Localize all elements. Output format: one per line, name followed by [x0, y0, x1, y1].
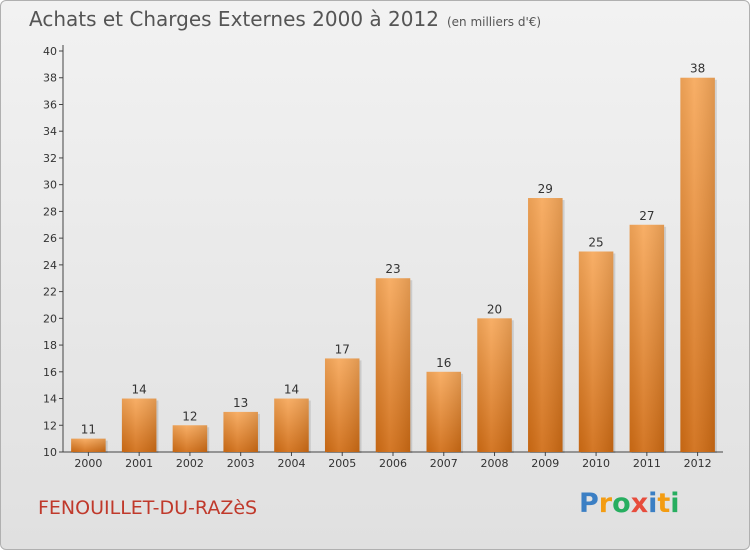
brand-letter: r: [598, 488, 613, 519]
y-tick-label: 32: [43, 152, 57, 165]
bar-shade: [172, 425, 208, 452]
y-tick-label: 14: [43, 393, 57, 406]
bar-shade: [274, 398, 309, 452]
bar-shade: [324, 358, 360, 452]
brand-letter: x: [630, 488, 649, 519]
y-tick-label: 26: [43, 232, 57, 245]
x-tick-label: 2008: [481, 457, 509, 470]
x-tick-label: 2002: [176, 457, 204, 470]
x-tick-label: 2004: [277, 457, 305, 470]
bar-shade: [629, 224, 665, 452]
y-tick-label: 10: [43, 446, 57, 459]
y-tick-label: 12: [43, 419, 57, 432]
data-label: 12: [182, 409, 197, 423]
chart-subtitle: (en milliers d'€): [446, 15, 542, 29]
data-label: 13: [233, 396, 248, 410]
x-tick-label: 2006: [379, 457, 407, 470]
data-label: 27: [639, 209, 654, 223]
y-tick-label: 38: [43, 72, 57, 85]
x-tick-label: 2001: [125, 457, 153, 470]
x-tick-label: 2005: [328, 457, 356, 470]
brand-letter: i: [648, 488, 658, 519]
bar-shade: [71, 438, 106, 452]
proxiti-logo: Proxiti: [579, 488, 680, 519]
y-tick-label: 20: [43, 312, 57, 325]
x-tick-label: 2003: [227, 457, 255, 470]
y-tick-label: 22: [43, 286, 57, 299]
data-label: 11: [81, 423, 96, 437]
x-tick-label: 2007: [430, 457, 458, 470]
chart-title-text: Achats et Charges Externes 2000 à 2012: [29, 7, 439, 31]
data-label: 38: [690, 62, 705, 76]
brand-letter: P: [579, 488, 599, 519]
data-label: 14: [284, 383, 299, 397]
x-tick-label: 2009: [531, 457, 559, 470]
brand-letter: t: [657, 488, 671, 519]
y-tick-label: 16: [43, 366, 57, 379]
bar-shade: [426, 371, 462, 452]
y-tick-label: 24: [43, 259, 57, 272]
x-tick-label: 2011: [633, 457, 661, 470]
y-tick-label: 34: [43, 125, 57, 138]
brand-letter: o: [612, 488, 631, 519]
bar-shade: [375, 278, 411, 452]
data-label: 29: [538, 182, 553, 196]
data-label: 20: [487, 302, 502, 316]
y-tick-label: 40: [43, 45, 57, 58]
chart-title: Achats et Charges Externes 2000 à 2012 (e…: [29, 7, 541, 31]
x-tick-label: 2012: [684, 457, 712, 470]
y-tick-label: 28: [43, 205, 57, 218]
bar-shade: [578, 251, 614, 452]
y-tick-label: 30: [43, 179, 57, 192]
bar-shade: [477, 318, 512, 452]
commune-name: FENOUILLET-DU-RAZèS: [38, 497, 258, 519]
x-tick-label: 2000: [74, 457, 102, 470]
y-tick-label: 18: [43, 339, 57, 352]
y-tick-label: 36: [43, 98, 57, 111]
bar-shade: [680, 77, 715, 452]
data-label: 25: [588, 236, 603, 250]
data-label: 17: [335, 342, 350, 356]
bar-shade: [528, 198, 563, 452]
bar-shade: [223, 411, 258, 452]
data-label: 23: [385, 262, 400, 276]
bar-shade: [121, 398, 157, 452]
data-label: 14: [132, 383, 147, 397]
brand-letter: i: [670, 488, 680, 519]
x-tick-label: 2010: [582, 457, 610, 470]
data-label: 16: [436, 356, 451, 370]
